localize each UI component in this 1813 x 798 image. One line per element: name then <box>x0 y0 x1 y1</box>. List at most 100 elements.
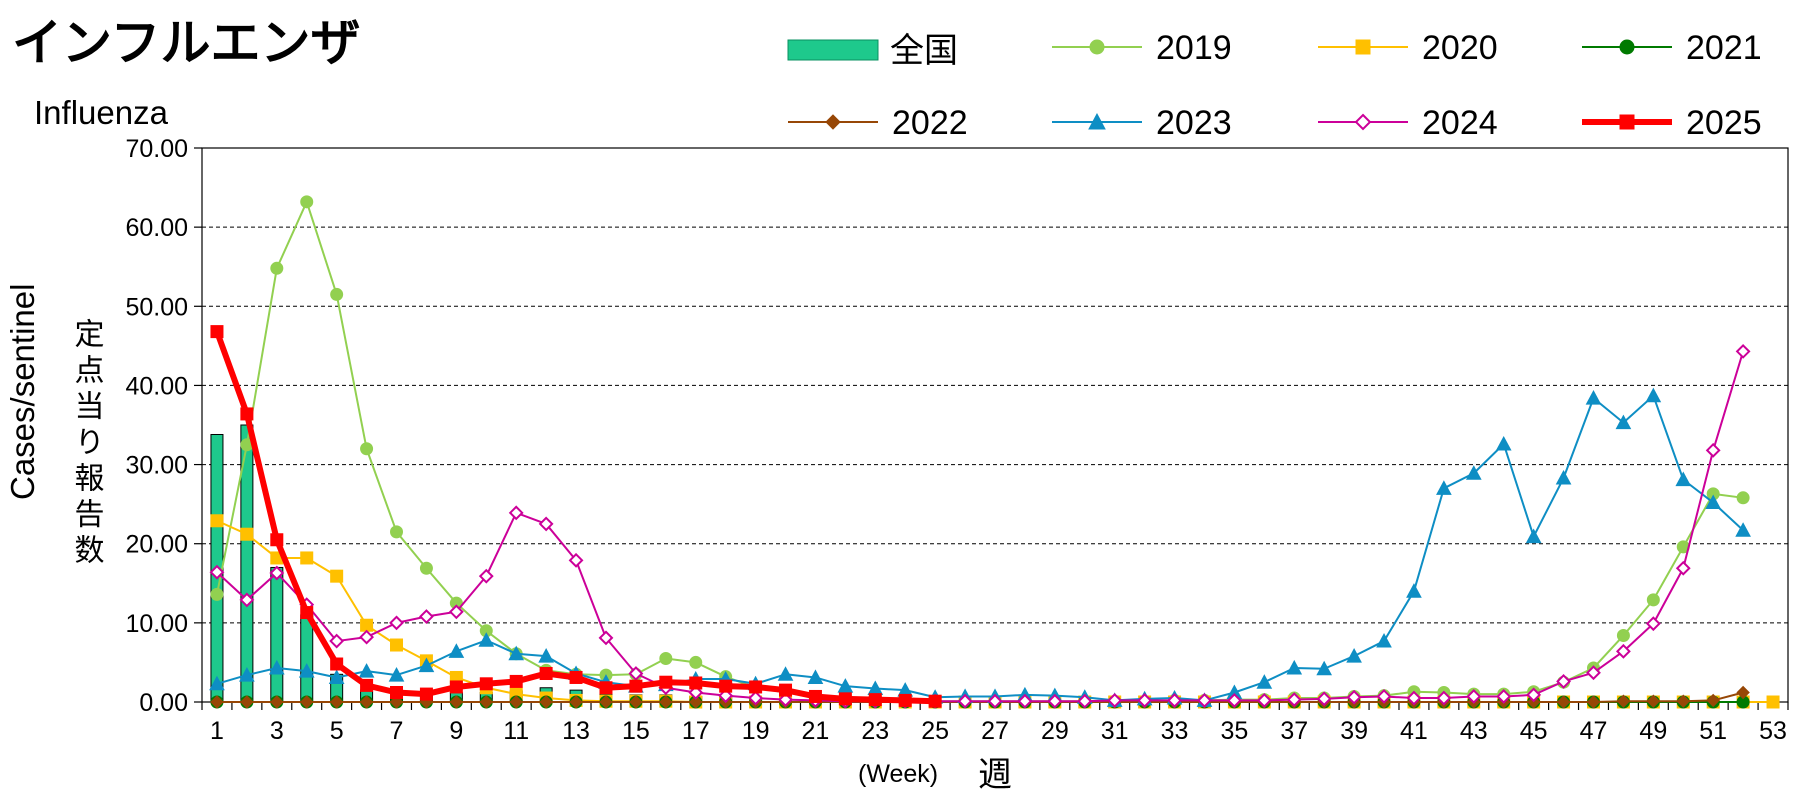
point-2023 <box>1316 660 1333 676</box>
point-2019 <box>300 195 314 209</box>
point-2025 <box>360 678 374 692</box>
point-2020 <box>300 551 314 565</box>
point-2024 <box>598 630 614 646</box>
point-2025 <box>898 693 912 707</box>
point-2023 <box>508 645 525 661</box>
point-2024 <box>1137 693 1153 708</box>
x-tick-label: 43 <box>1460 717 1488 745</box>
point-2025 <box>479 677 493 691</box>
point-2019 <box>659 651 673 665</box>
legend-label-2021: 2021 <box>1686 29 1762 67</box>
point-2025 <box>928 694 942 708</box>
point-2022 <box>1676 694 1690 708</box>
point-2024 <box>1226 693 1242 708</box>
point-2024 <box>1735 343 1751 359</box>
y-tick-label: 60.00 <box>125 214 188 242</box>
point-2023 <box>1675 471 1692 487</box>
x-tick-label: 39 <box>1340 717 1368 745</box>
point-2024 <box>1705 442 1721 458</box>
point-2020 <box>1766 695 1780 709</box>
point-2023 <box>777 666 794 681</box>
point-2025 <box>629 679 643 693</box>
legend-swatch-marker-2019 <box>1089 39 1105 55</box>
point-2023 <box>1346 648 1362 663</box>
point-2024 <box>1256 693 1272 708</box>
legend-swatch-marker-2024 <box>1354 113 1372 131</box>
y-tick-label: 0.00 <box>139 689 188 717</box>
point-2019 <box>210 587 224 601</box>
x-tick-label: 1 <box>210 717 224 745</box>
point-2024 <box>209 564 225 580</box>
x-tick-label: 45 <box>1520 717 1548 745</box>
point-2025 <box>539 667 553 681</box>
x-tick-label: 27 <box>981 717 1009 745</box>
bar-nationwide <box>300 614 314 703</box>
y-axis-ticks: 0.00 10.00 20.00 30.00 40.00 50.00 60.00 70.00 <box>125 135 202 717</box>
point-2024 <box>508 505 524 521</box>
point-2019 <box>1616 629 1630 643</box>
point-2024 <box>1645 616 1661 632</box>
x-tick-label: 19 <box>742 717 770 745</box>
point-2022 <box>689 695 703 709</box>
point-2023 <box>358 663 375 678</box>
point-2025 <box>569 670 583 684</box>
x-tick-label: 33 <box>1161 717 1189 745</box>
point-2020 <box>360 618 374 632</box>
x-tick-label: 21 <box>802 717 830 745</box>
point-2024 <box>1556 674 1571 689</box>
point-2024 <box>419 609 434 624</box>
point-2024 <box>269 565 285 581</box>
legend-swatch-marker-2025 <box>1619 114 1635 130</box>
x-tick-label: 9 <box>449 717 463 745</box>
point-2019 <box>360 442 374 456</box>
legend-label-2020: 2020 <box>1422 29 1498 67</box>
point-2024 <box>1077 693 1093 709</box>
point-2025 <box>838 692 852 706</box>
point-2025 <box>419 687 433 701</box>
point-2023 <box>298 663 315 678</box>
point-2024 <box>1376 689 1392 704</box>
legend-label-2024: 2024 <box>1422 104 1498 142</box>
y-tick-label: 50.00 <box>125 293 188 321</box>
chart-subtitle: Influenza <box>34 94 169 131</box>
legend-swatch-marker-2020 <box>1355 39 1371 55</box>
legend-item-2024: 2024 <box>1318 104 1498 142</box>
point-2023 <box>328 669 345 684</box>
x-tick-label: 29 <box>1041 717 1069 745</box>
point-2023 <box>1555 469 1572 485</box>
point-2025 <box>240 407 254 421</box>
point-2023 <box>1585 390 1602 405</box>
y-tick-label: 70.00 <box>125 135 188 163</box>
legend: 全国 2019 2020 2021 2022 2023 2024 2025 <box>787 29 1762 142</box>
series-line-2023 <box>216 394 1744 702</box>
x-tick-label: 23 <box>861 717 889 745</box>
legend-swatch-nationwide <box>787 39 879 61</box>
point-2024 <box>1616 643 1631 659</box>
y-axis-title-en: Cases/sentinel <box>4 284 41 500</box>
point-2024 <box>1167 693 1182 708</box>
point-2019 <box>1736 491 1750 505</box>
point-2024 <box>1316 691 1332 707</box>
point-2023 <box>1406 583 1422 598</box>
point-2024 <box>478 568 494 584</box>
y-tick-label: 10.00 <box>125 610 188 638</box>
point-2019 <box>419 561 433 575</box>
point-2023 <box>448 643 465 658</box>
point-2022 <box>270 695 284 709</box>
point-2024 <box>1496 689 1512 704</box>
point-2022 <box>1646 694 1661 708</box>
plot-area <box>201 147 1789 703</box>
point-2022 <box>659 695 673 709</box>
point-2025 <box>300 606 314 620</box>
point-2025 <box>270 533 284 547</box>
point-2022 <box>1736 685 1750 700</box>
point-2022 <box>449 695 464 709</box>
point-2022 <box>539 695 553 709</box>
legend-swatch-marker-2022 <box>825 114 841 130</box>
point-2022 <box>359 695 374 709</box>
point-2019 <box>1646 593 1660 607</box>
point-2023 <box>239 667 255 682</box>
point-2025 <box>449 680 463 694</box>
point-2023 <box>837 678 854 693</box>
point-2024 <box>1526 687 1542 703</box>
